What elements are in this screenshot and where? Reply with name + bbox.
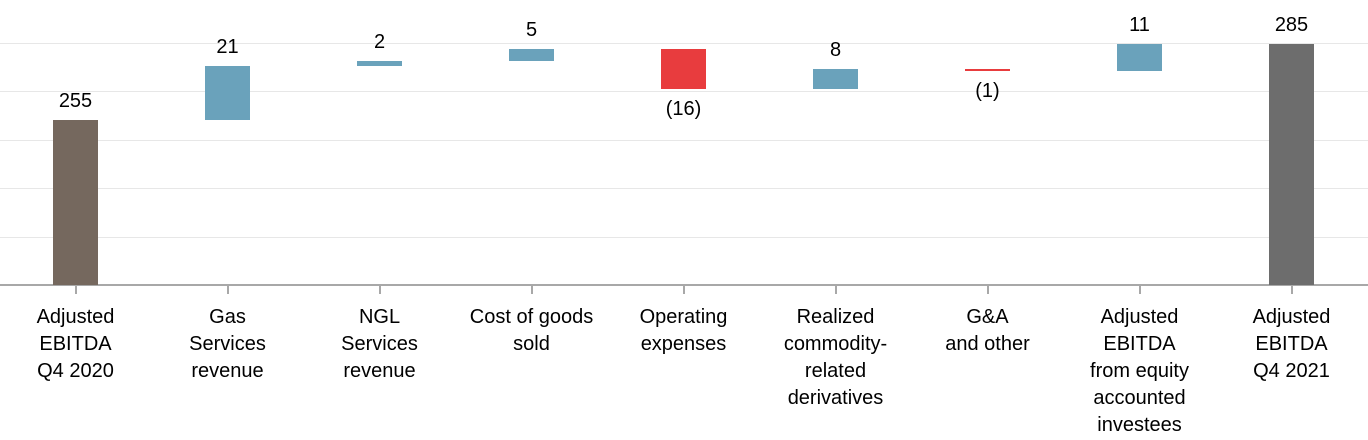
x-axis-line	[0, 284, 1368, 286]
x-axis-label-ngl-services-revenue: NGL Services revenue	[341, 306, 418, 382]
bar-realized-commodity-related-derivatives	[813, 68, 858, 90]
data-label-operating-expenses: (16)	[665, 98, 702, 121]
axis-tick	[986, 286, 989, 294]
x-axis-label-operating-expenses: Operating expenses	[639, 306, 728, 355]
data-label-realized-commodity-related-derivatives: 8	[829, 38, 842, 61]
x-axis-label-adjusted-ebitda-q4-2020: Adjusted EBITDA Q4 2020	[36, 306, 115, 382]
data-label-cost-of-goods-sold: 5	[525, 18, 538, 41]
axis-tick	[1138, 286, 1141, 294]
data-label-ngl-services-revenue: 2	[373, 31, 386, 54]
data-label-g-a-and-other: (1)	[975, 80, 1000, 103]
x-axis-label-g-a-and-other: G&A and other	[945, 306, 1030, 355]
axis-tick	[74, 286, 77, 294]
data-label-adjusted-ebitda-q4-2020: 255	[58, 89, 93, 112]
axis-tick	[530, 286, 533, 294]
bar-adjusted-ebitda-q4-2020	[53, 119, 98, 285]
axis-tick	[1290, 286, 1293, 294]
x-axis-label-cost-of-goods-sold: Cost of goods sold	[469, 306, 594, 355]
bar-operating-expenses	[661, 48, 706, 90]
data-label-adjusted-ebitda-from-equity-accounted-investees: 11	[1129, 13, 1150, 36]
gridline	[0, 91, 1368, 93]
axis-tick	[226, 286, 229, 294]
x-axis-label-realized-commodity-related-derivatives: Realized commodity- related derivatives	[783, 306, 888, 409]
bar-ngl-services-revenue	[357, 61, 402, 67]
bar-cost-of-goods-sold	[509, 48, 554, 62]
gridline	[0, 188, 1368, 190]
x-axis-label-gas-services-revenue: Gas Services revenue	[189, 306, 266, 382]
x-axis-label-adjusted-ebitda-from-equity-accounted-investees: Adjusted EBITDA from equity accounted in…	[1090, 306, 1189, 436]
axis-tick	[682, 286, 685, 294]
gridline	[0, 43, 1368, 44]
data-label-gas-services-revenue: 21	[216, 36, 239, 59]
x-axis-label-adjusted-ebitda-q4-2021: Adjusted EBITDA Q4 2021	[1252, 306, 1331, 382]
bar-gas-services-revenue	[205, 66, 250, 120]
gridline	[0, 236, 1368, 238]
bar-adjusted-ebitda-q4-2021	[1269, 43, 1314, 285]
axis-tick	[378, 286, 381, 294]
axis-tick	[834, 286, 837, 294]
gridline	[0, 139, 1368, 141]
data-label-adjusted-ebitda-q4-2021: 285	[1274, 13, 1309, 36]
bar-g-a-and-other	[965, 68, 1010, 72]
bar-adjusted-ebitda-from-equity-accounted-investees	[1117, 43, 1162, 72]
